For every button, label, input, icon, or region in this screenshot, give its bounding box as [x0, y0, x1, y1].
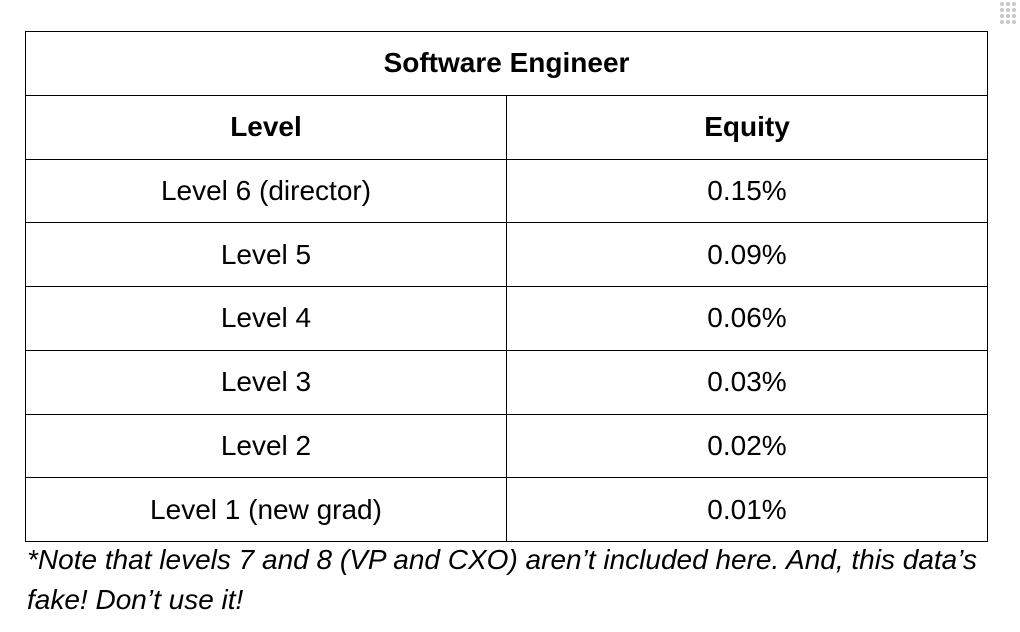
- drag-handle-dot: [1006, 2, 1010, 6]
- level-cell[interactable]: Level 2: [25, 413, 507, 479]
- drag-handle-dot: [1000, 2, 1004, 6]
- table-title[interactable]: Software Engineer: [25, 31, 988, 96]
- drag-handle-dot: [1000, 8, 1004, 12]
- drag-handle-dot: [1006, 14, 1010, 18]
- equity-cell[interactable]: 0.15%: [506, 158, 988, 224]
- equity-cell[interactable]: 0.06%: [506, 286, 988, 351]
- equity-cell[interactable]: 0.01%: [506, 477, 988, 542]
- equity-cell[interactable]: 0.03%: [506, 349, 988, 415]
- level-cell[interactable]: Level 1 (new grad): [25, 477, 507, 542]
- drag-handle-dot: [1000, 14, 1004, 18]
- equity-cell[interactable]: 0.02%: [506, 413, 988, 479]
- level-cell[interactable]: Level 5: [25, 222, 507, 287]
- drag-handle-dot: [1006, 8, 1010, 12]
- level-cell[interactable]: Level 3: [25, 349, 507, 415]
- drag-handle-dot: [1000, 20, 1004, 24]
- table-row: Level 4 0.06%: [25, 286, 988, 351]
- level-cell[interactable]: Level 6 (director): [25, 158, 507, 224]
- drag-handle-dot: [1012, 8, 1016, 12]
- level-cell[interactable]: Level 4: [25, 286, 507, 351]
- table-row: Level 3 0.03%: [25, 349, 988, 415]
- table-title-row: Software Engineer: [25, 31, 988, 96]
- column-header-level[interactable]: Level: [25, 94, 507, 160]
- equity-table: Software Engineer Level Equity Level 6 (…: [25, 31, 988, 542]
- drag-handle-dot: [1012, 2, 1016, 6]
- footnote[interactable]: *Note that levels 7 and 8 (VP and CXO) a…: [27, 544, 977, 615]
- table-row: Level 6 (director) 0.15%: [25, 158, 988, 224]
- drag-handle-dot: [1012, 20, 1016, 24]
- drag-handle-dot: [1006, 20, 1010, 24]
- equity-cell[interactable]: 0.09%: [506, 222, 988, 287]
- drag-handle-dot: [1012, 14, 1016, 18]
- table-header-row: Level Equity: [25, 94, 988, 160]
- table-row: Level 1 (new grad) 0.01%: [25, 477, 988, 542]
- table-row: Level 2 0.02%: [25, 413, 988, 479]
- table-row: Level 5 0.09%: [25, 222, 988, 287]
- drag-handle-icon[interactable]: [996, 0, 1020, 26]
- column-header-equity[interactable]: Equity: [506, 94, 988, 160]
